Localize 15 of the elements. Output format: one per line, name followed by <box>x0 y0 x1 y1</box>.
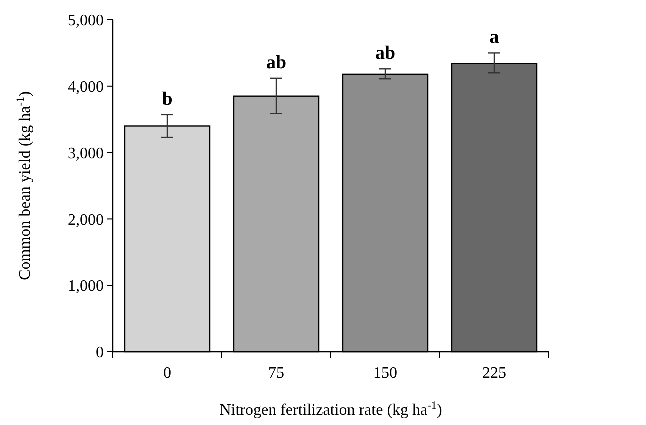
x-tick-label: 150 <box>374 365 398 382</box>
annotation: a <box>490 27 500 48</box>
annotation: ab <box>375 43 396 64</box>
annotation: b <box>162 88 173 110</box>
y-tick-label: 0 <box>96 344 104 362</box>
y-tick-label: 2,000 <box>68 212 104 229</box>
y-tick-label: 4,000 <box>68 79 104 96</box>
x-tick-label: 0 <box>164 365 172 382</box>
y-tick-label: 1,000 <box>68 278 104 296</box>
y-tick-label: 5,000 <box>68 12 104 30</box>
y-tick-label: 3,000 <box>68 145 104 162</box>
x-tick-label: 225 <box>482 365 506 382</box>
x-axis-title: Nitrogen fertilization rate (kg ha$^{-1}$) <box>220 400 442 419</box>
x-tick-label: 75 <box>268 365 284 382</box>
annotation: ab <box>266 52 287 74</box>
